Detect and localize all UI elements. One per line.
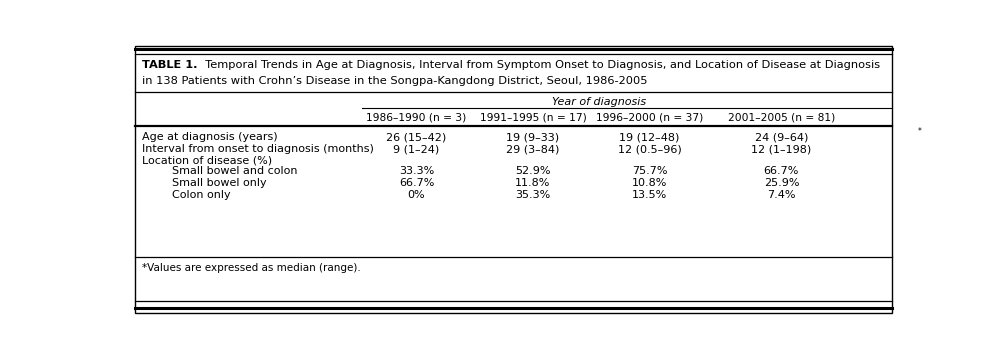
Text: 75.7%: 75.7% [631,166,667,176]
Text: 66.7%: 66.7% [764,166,800,176]
Text: 11.8%: 11.8% [515,178,551,188]
Text: 24 (9–64): 24 (9–64) [755,132,809,142]
Text: 19 (12–48): 19 (12–48) [619,132,679,142]
Text: 19 (9–33): 19 (9–33) [506,132,559,142]
Text: 1991–1995 (n = 17): 1991–1995 (n = 17) [480,112,586,122]
Text: 35.3%: 35.3% [515,190,550,200]
Text: 2001–2005 (n = 81): 2001–2005 (n = 81) [727,112,835,122]
Text: 7.4%: 7.4% [768,190,796,200]
Text: 66.7%: 66.7% [399,178,434,188]
Text: TABLE 1.: TABLE 1. [142,60,197,70]
Text: Location of disease (%): Location of disease (%) [142,155,273,165]
Text: Year of diagnosis: Year of diagnosis [552,97,646,107]
Text: 13.5%: 13.5% [632,190,667,200]
Text: Small bowel only: Small bowel only [172,178,267,188]
Text: 10.8%: 10.8% [631,178,667,188]
Text: Age at diagnosis (years): Age at diagnosis (years) [142,132,278,142]
Text: 1986–1990 (n = 3): 1986–1990 (n = 3) [367,112,467,122]
Text: 52.9%: 52.9% [515,166,551,176]
Text: Interval from onset to diagnosis (months): Interval from onset to diagnosis (months… [142,144,374,154]
Text: 26 (15–42): 26 (15–42) [387,132,447,142]
Text: in 138 Patients with Crohn’s Disease in the Songpa-Kangdong District, Seoul, 198: in 138 Patients with Crohn’s Disease in … [142,76,648,86]
Text: Temporal Trends in Age at Diagnosis, Interval from Symptom Onset to Diagnosis, a: Temporal Trends in Age at Diagnosis, Int… [198,60,881,70]
Text: 25.9%: 25.9% [764,178,800,188]
Text: 12 (1–198): 12 (1–198) [752,144,812,154]
Text: 9 (1–24): 9 (1–24) [394,144,440,154]
Text: 1996–2000 (n = 37): 1996–2000 (n = 37) [596,112,703,122]
Text: *: * [918,127,922,136]
Text: Small bowel and colon: Small bowel and colon [172,166,298,176]
Text: Colon only: Colon only [172,190,230,200]
Text: 0%: 0% [408,190,425,200]
Text: *Values are expressed as median (range).: *Values are expressed as median (range). [142,263,361,273]
Text: 12 (0.5–96): 12 (0.5–96) [617,144,681,154]
Text: 29 (3–84): 29 (3–84) [506,144,560,154]
Text: 33.3%: 33.3% [399,166,434,176]
FancyBboxPatch shape [134,46,893,313]
